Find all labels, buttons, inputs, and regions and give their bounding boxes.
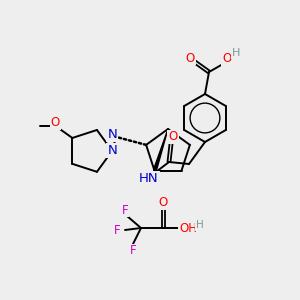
Text: F: F xyxy=(122,203,128,217)
Text: H: H xyxy=(196,220,204,230)
Text: O: O xyxy=(222,52,232,65)
Polygon shape xyxy=(154,129,168,170)
Text: O: O xyxy=(168,130,178,143)
Text: O: O xyxy=(185,52,195,64)
Text: F: F xyxy=(130,244,136,257)
Text: N: N xyxy=(107,128,117,141)
Text: O: O xyxy=(158,196,168,209)
Text: N: N xyxy=(107,144,117,158)
Text: H: H xyxy=(232,48,240,58)
Text: HN: HN xyxy=(139,172,159,185)
Text: H: H xyxy=(222,56,230,66)
Text: O: O xyxy=(51,116,60,130)
Text: F: F xyxy=(114,224,120,236)
Text: OH: OH xyxy=(179,221,197,235)
